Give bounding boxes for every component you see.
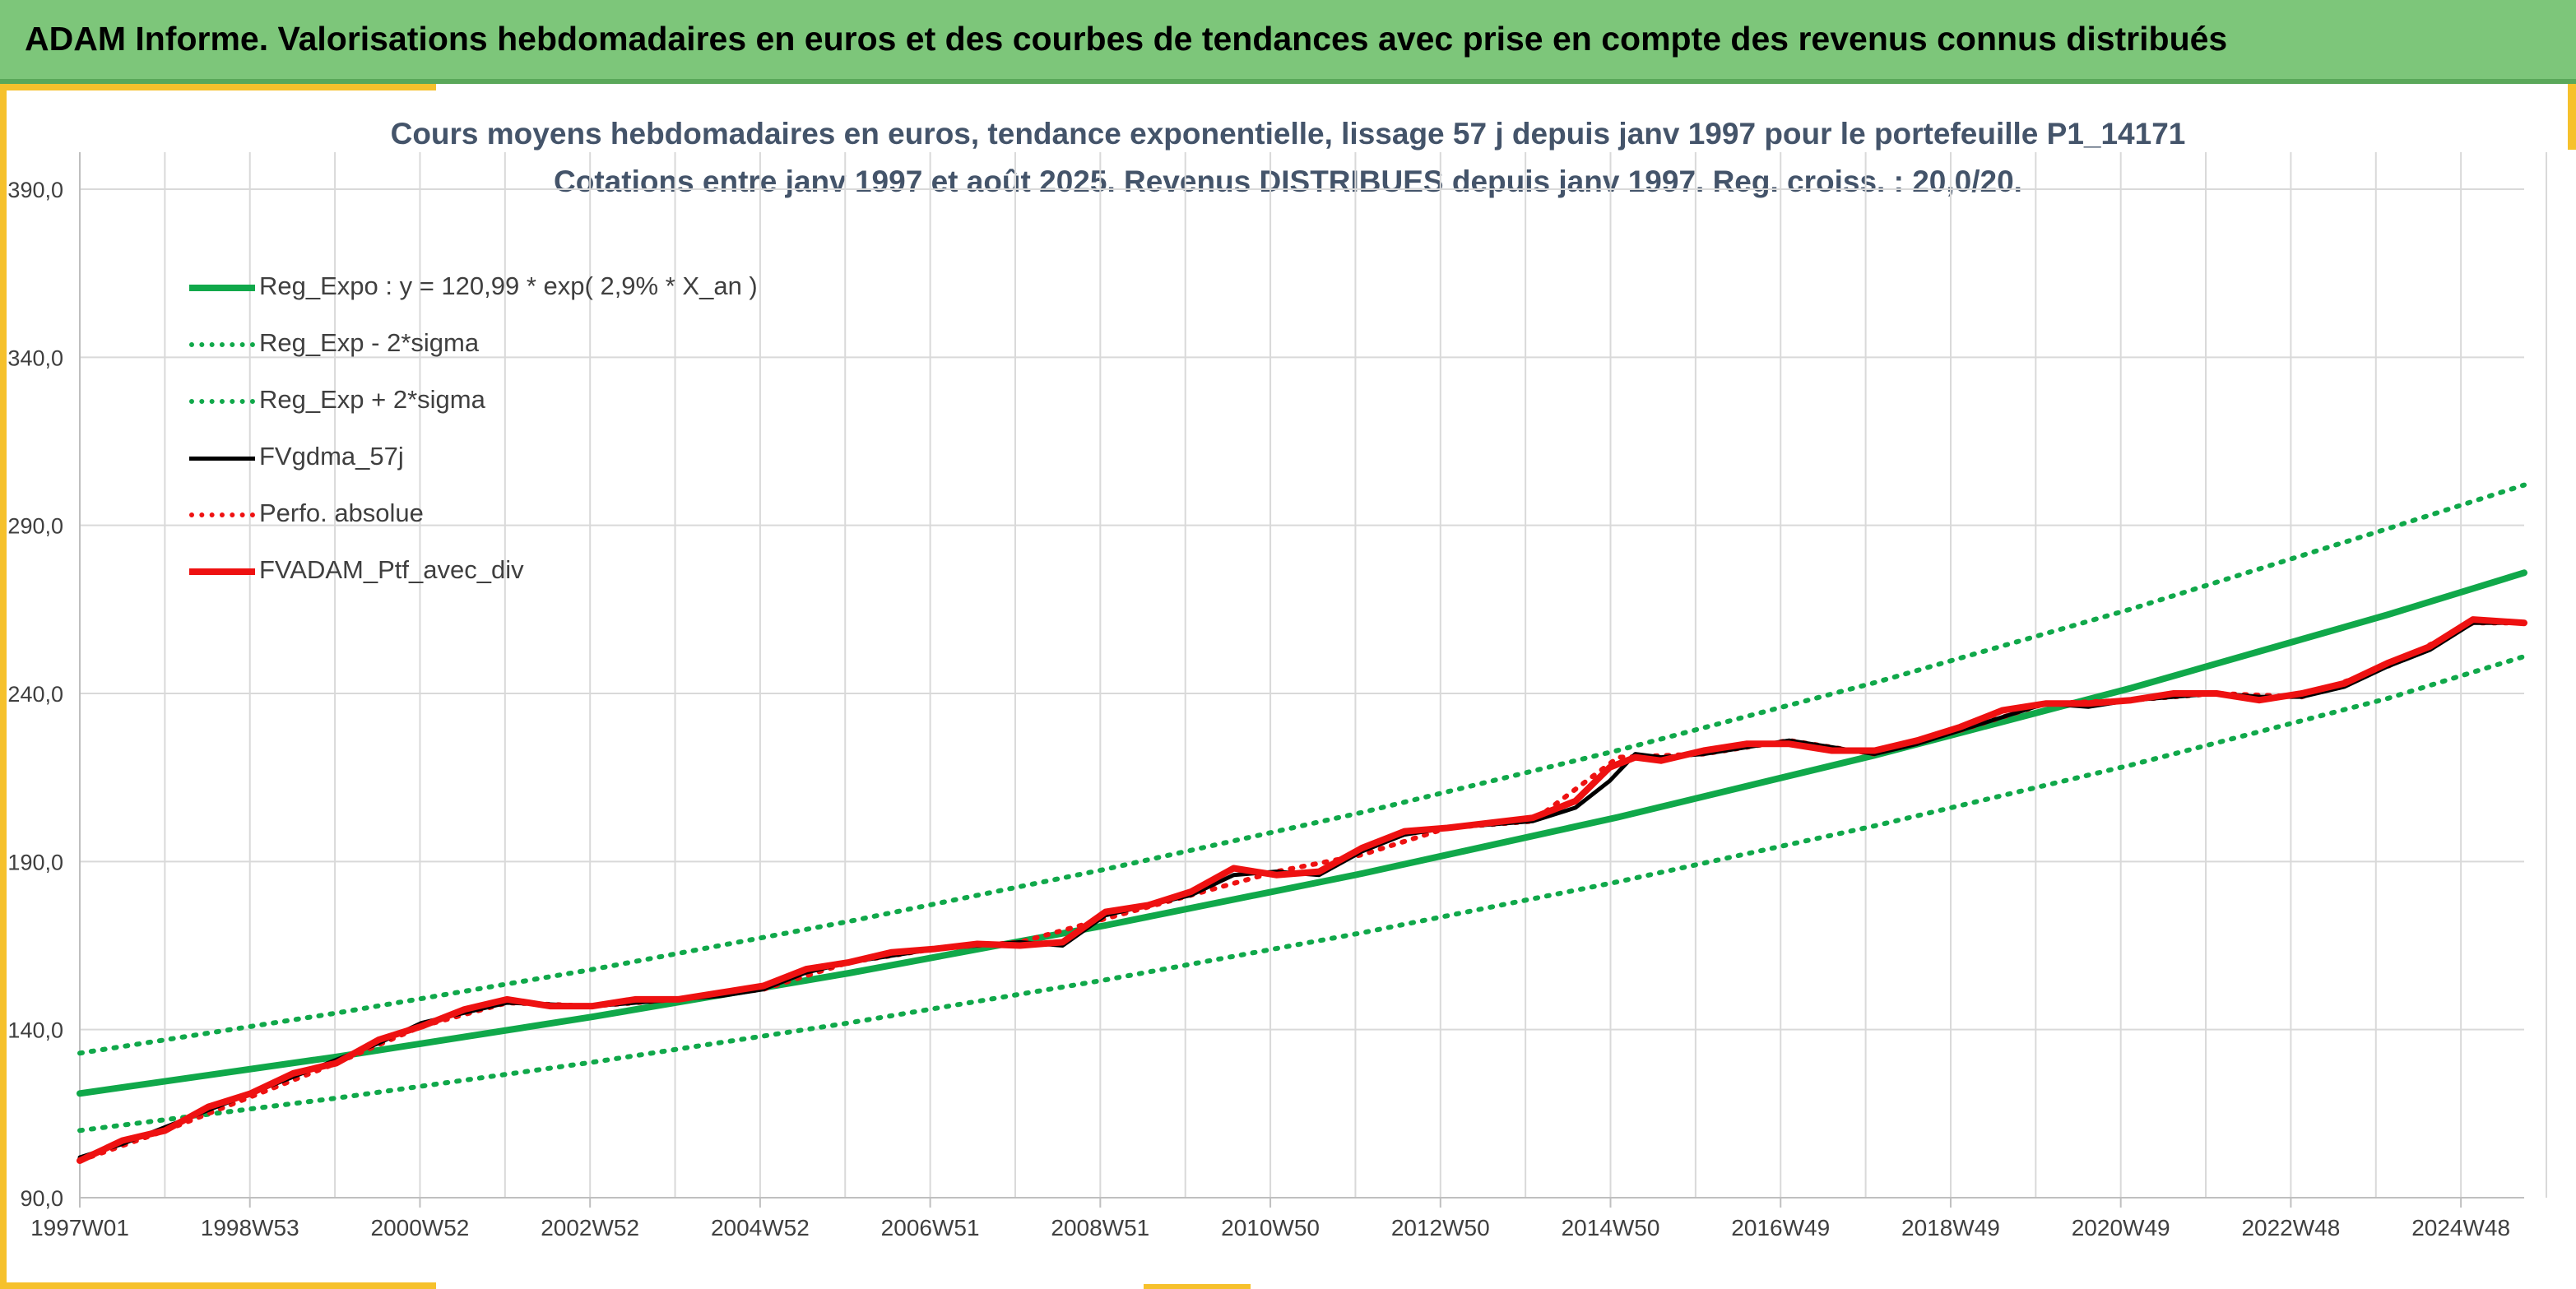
y-tick-label: 190,0 [7, 850, 63, 874]
legend-swatch [189, 456, 255, 461]
y-tick-label: 90,0 [20, 1186, 63, 1211]
y-tick-label: 290,0 [7, 514, 63, 539]
x-tick-label: 2000W52 [371, 1215, 470, 1240]
chart-title: Cours moyens hebdomadaires en euros, ten… [390, 117, 2186, 151]
legend-swatch [189, 512, 255, 517]
legend-swatch [189, 285, 255, 291]
legend-swatch [189, 399, 255, 404]
chart-subtitle: Cotations entre janv 1997 et août 2025. … [554, 165, 2022, 198]
y-tick-label: 390,0 [7, 178, 63, 202]
accent-bar-bottom [0, 1282, 436, 1289]
x-tick-label: 2024W48 [2411, 1215, 2510, 1240]
x-tick-label: 1998W53 [201, 1215, 299, 1240]
x-tick-label: 2022W48 [2241, 1215, 2340, 1240]
x-tick-label: 1997W01 [30, 1215, 129, 1240]
header-bar: ADAM Informe. Valorisations hebdomadaire… [0, 0, 2576, 84]
legend-label: FVgdma_57j [259, 442, 404, 471]
x-tick-label: 2004W52 [711, 1215, 810, 1240]
legend-label: Perfo. absolue [259, 498, 424, 527]
x-tick-label: 2010W50 [1221, 1215, 1320, 1240]
x-tick-label: 2012W50 [1391, 1215, 1490, 1240]
series-line-1 [77, 654, 2527, 1134]
accent-bar-top [0, 84, 436, 90]
legend-label: Reg_Expo : y = 120,99 * exp( 2,9% * X_an… [259, 271, 758, 300]
series-line-2 [77, 482, 2527, 1056]
y-tick-label: 340,0 [7, 345, 63, 370]
x-tick-label: 2002W52 [541, 1215, 639, 1240]
x-tick-label: 2014W50 [1562, 1215, 1660, 1240]
y-tick-label: 240,0 [7, 682, 63, 707]
legend-swatch [189, 342, 255, 347]
x-tick-label: 2006W51 [881, 1215, 980, 1240]
series-line-0 [77, 569, 2527, 1097]
legend-label: Reg_Exp + 2*sigma [259, 385, 485, 414]
legend-swatch [189, 568, 255, 575]
x-tick-label: 2018W49 [1901, 1215, 2000, 1240]
y-tick-label: 140,0 [7, 1018, 63, 1043]
page-title: ADAM Informe. Valorisations hebdomadaire… [25, 20, 2228, 58]
legend-label: Reg_Exp - 2*sigma [259, 328, 480, 357]
frame-left-border [0, 84, 8, 1289]
accent-bar-bottom-mid [1144, 1284, 1251, 1289]
x-tick-label: 2016W49 [1731, 1215, 1830, 1240]
accent-bar-right [2568, 84, 2576, 150]
series-line-4 [77, 620, 2527, 1163]
legend-label: FVADAM_Ptf_avec_div [259, 555, 524, 584]
series-line-5 [77, 616, 2527, 1164]
x-tick-label: 2020W49 [2072, 1215, 2170, 1240]
series-line-3 [77, 620, 2527, 1160]
x-tick-label: 2008W51 [1051, 1215, 1149, 1240]
